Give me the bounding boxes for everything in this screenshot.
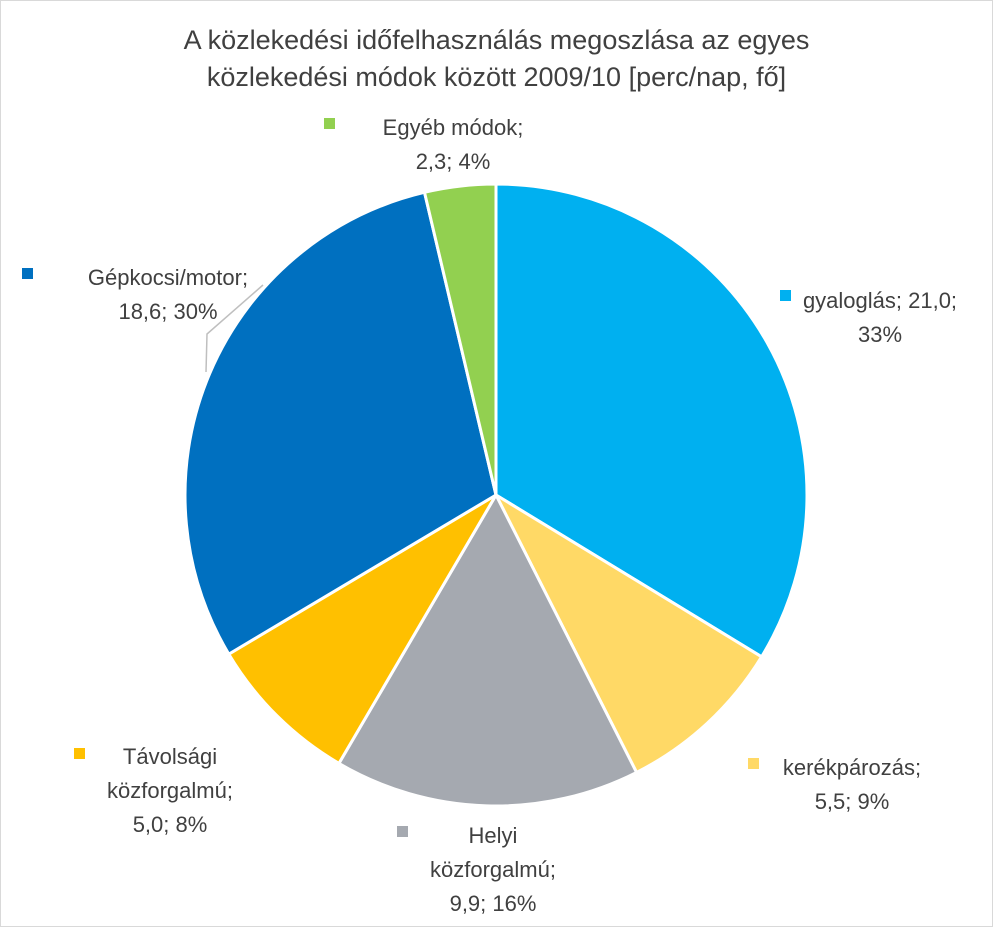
data-labels: gyaloglás; 21,0; 33% kerékpározás; 5,5; 9% H… [22,115,957,916]
pie-slice-2 [337,493,639,808]
data-label-4: Gépkocsi/motor; 18,6; 30% [88,265,248,324]
data-label-1: kerékpározás; 5,5; 9% [783,755,921,814]
data-label-0-line-1: 33% [858,322,902,347]
pie-slice-3 [227,493,498,765]
data-label-1-line-0: kerékpározás; [783,755,921,780]
data-label-4-line-0: Gépkocsi/motor; [88,265,248,290]
data-label-3-line-2: 5,0; 8% [133,812,208,837]
label-key-square-1 [748,758,759,769]
chart-title-line-2: közlekedési módok között 2009/10 [perc/n… [206,62,787,92]
data-label-0: gyaloglás; 21,0; 33% [803,288,957,347]
pie-slices [183,182,809,808]
leader-line-4 [205,284,264,373]
data-label-1-line-1: 5,5; 9% [815,789,890,814]
data-label-3: Távolsági közforgalmú; 5,0; 8% [107,744,233,837]
data-label-2-line-2: 9,9; 16% [450,891,537,916]
data-label-5-line-1: 2,3; 4% [416,149,491,174]
pie-slice-1 [494,493,764,774]
data-label-2-line-1: közforgalmú; [430,857,556,882]
data-label-5: Egyéb módok; 2,3; 4% [383,115,524,174]
leader-lines [205,284,264,373]
label-key-square-2 [397,826,408,837]
data-label-2: Helyi közforgalmú; 9,9; 16% [430,823,556,916]
data-label-3-line-1: közforgalmú; [107,778,233,803]
label-key-square-4 [22,268,33,279]
data-label-3-line-0: Távolsági [123,744,217,769]
data-label-2-line-0: Helyi [469,823,518,848]
pie-slice-4 [183,190,498,656]
data-label-0-line-0: gyaloglás; 21,0; [803,288,957,313]
label-key-square-3 [74,748,85,759]
label-key-square-0 [780,290,791,301]
label-key-square-5 [324,118,335,129]
chart-title-line-1: A közlekedési időfelhasználás megoszlása… [183,25,810,55]
pie-slice-5 [423,182,498,497]
data-label-4-line-1: 18,6; 30% [118,299,217,324]
chart-title: A közlekedési időfelhasználás megoszlása… [0,22,993,96]
pie-slice-0 [494,182,809,659]
data-label-5-line-0: Egyéb módok; [383,115,524,140]
